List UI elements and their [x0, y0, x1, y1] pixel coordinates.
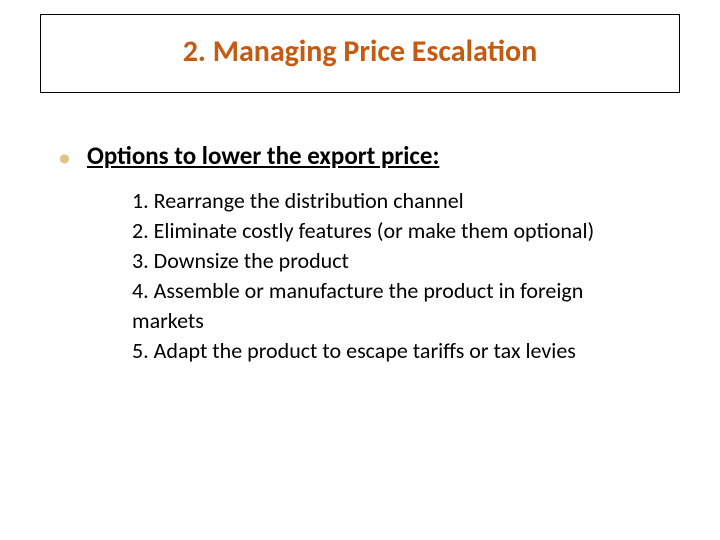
title-box: 2. Managing Price Escalation [40, 14, 680, 93]
list-item: 4. Assemble or manufacture the product i… [132, 276, 612, 336]
list-item: 2. Eliminate costly features (or make th… [132, 216, 612, 246]
list-item: 5. Adapt the product to escape tariffs o… [132, 336, 612, 366]
content-area: • Options to lower the export price: 1. … [58, 140, 662, 366]
options-heading: Options to lower the export price: [87, 140, 439, 172]
bullet-row: • Options to lower the export price: [58, 140, 662, 172]
list-item: 3. Downsize the product [132, 246, 612, 276]
slide-container: 2. Managing Price Escalation • Options t… [0, 0, 720, 540]
bullet-marker-icon: • [58, 142, 71, 172]
options-list: 1. Rearrange the distribution channel 2.… [132, 186, 612, 366]
list-item: 1. Rearrange the distribution channel [132, 186, 612, 216]
slide-title: 2. Managing Price Escalation [61, 33, 659, 70]
